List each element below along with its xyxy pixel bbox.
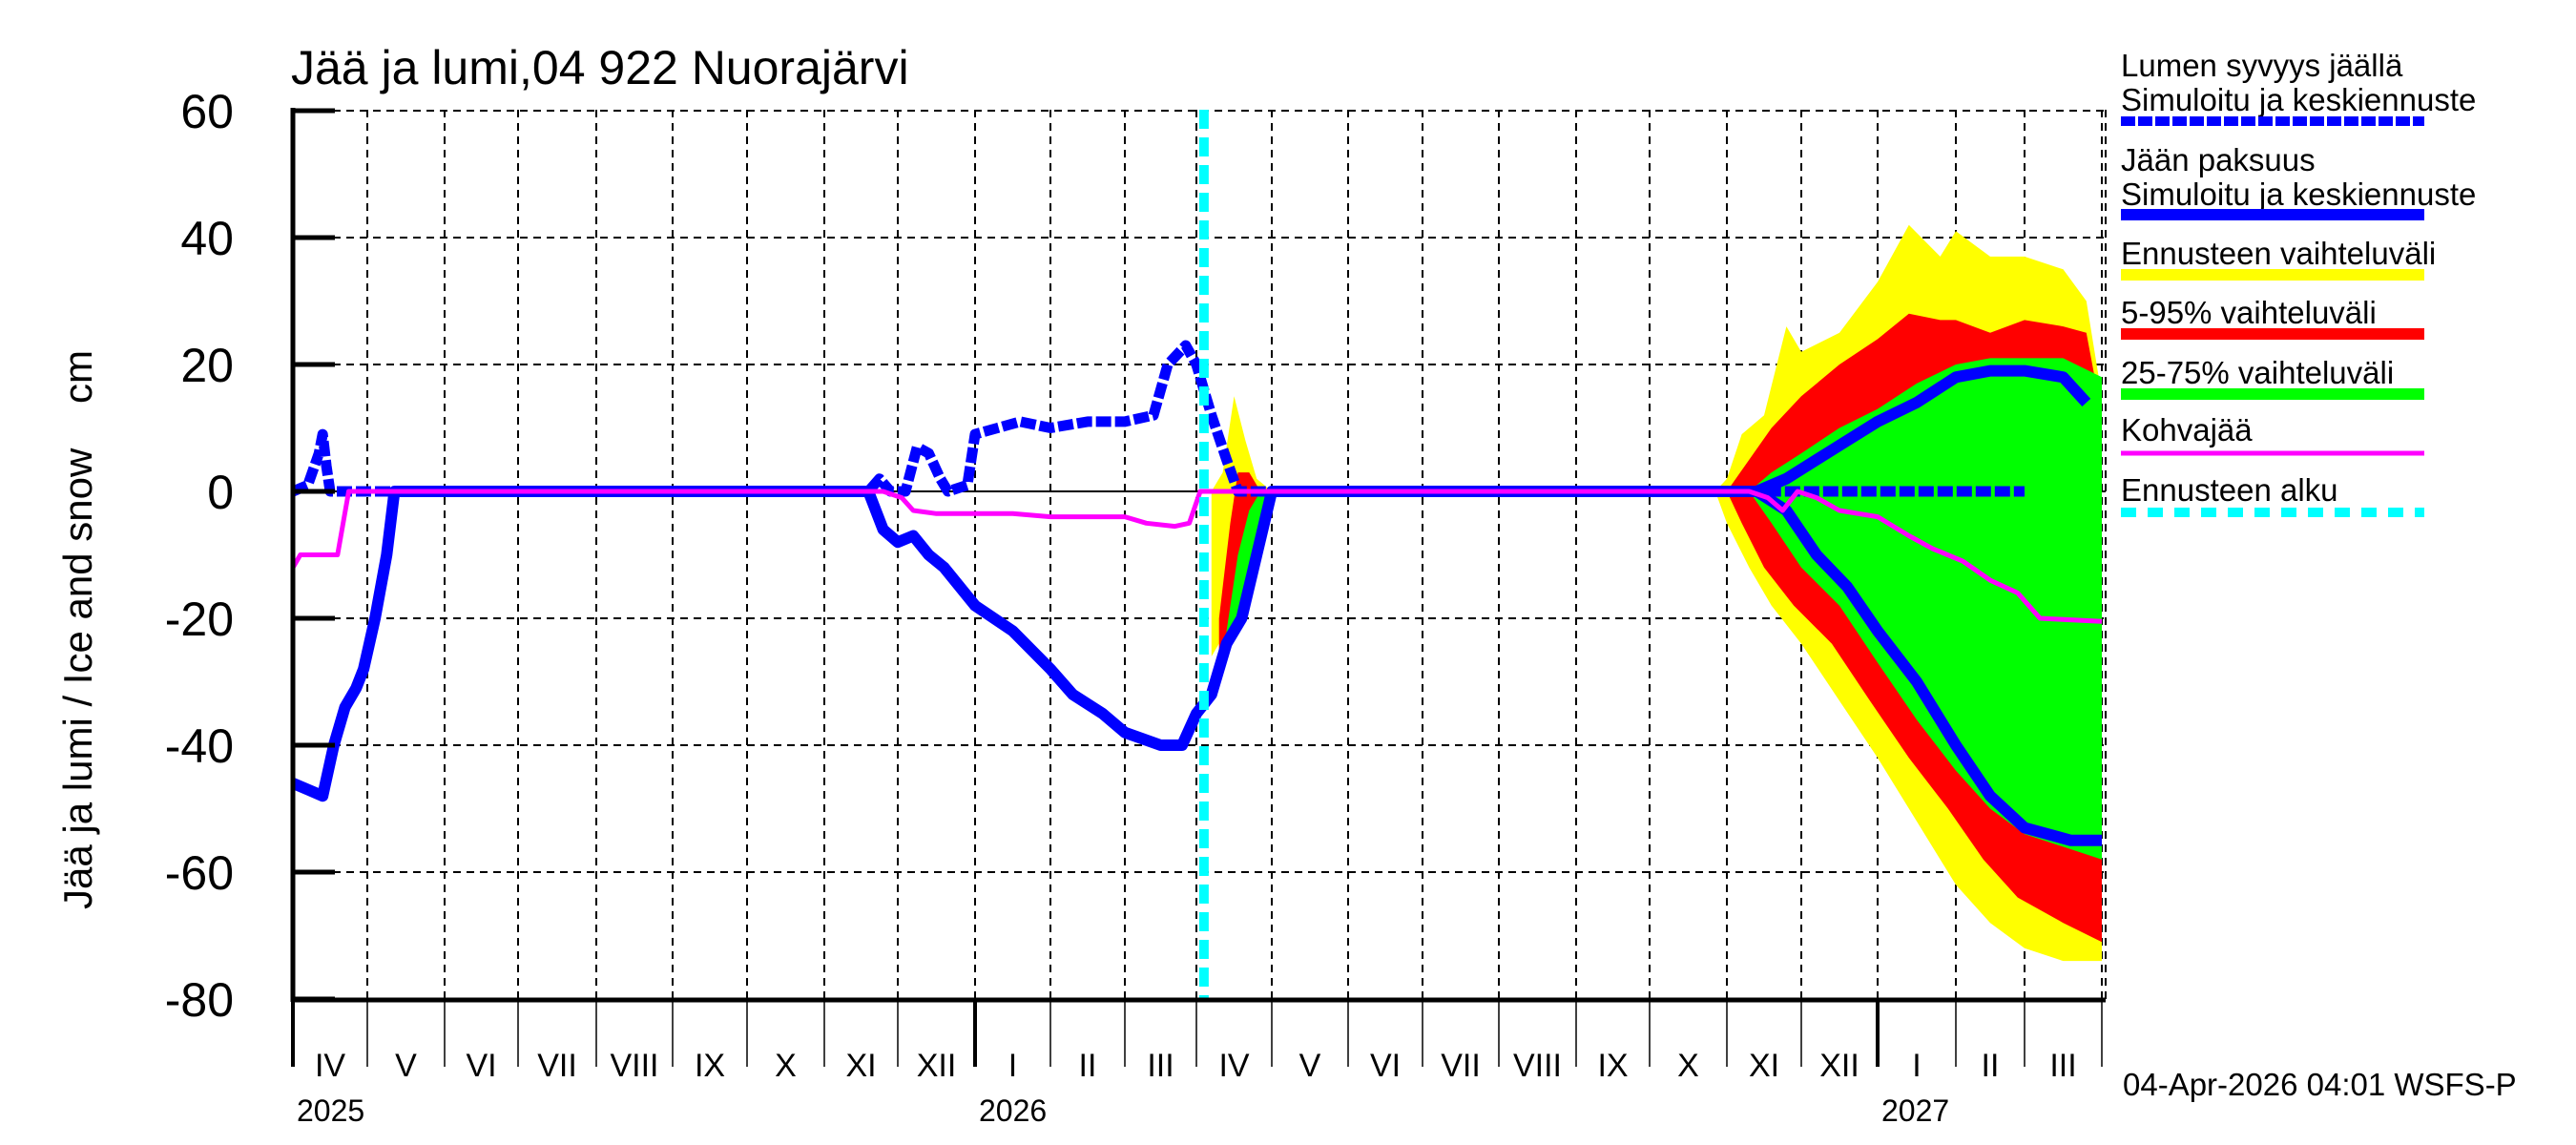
legend-label: 25-75% vaihteluväli [2121,355,2394,390]
month-label: VI [466,1048,496,1084]
month-label: X [1677,1048,1699,1084]
band-00ff00 [1749,358,2102,860]
legend-label: Ennusteen vaihteluväli [2121,236,2436,271]
month-label: III [1147,1048,1174,1084]
month-label: V [1299,1048,1321,1084]
y-tick-label: 0 [207,466,234,519]
month-label: VII [537,1048,577,1084]
month-label: XI [1749,1048,1779,1084]
chart-title: Jää ja lumi,04 922 Nuorajärvi [291,41,909,94]
month-label: VIII [610,1048,658,1084]
month-label: IX [695,1048,725,1084]
year-label: 2026 [979,1093,1047,1128]
month-label: I [1008,1048,1017,1084]
month-label: IV [1218,1048,1249,1084]
series-line [1754,364,2091,497]
legend-label: Lumen syvyys jäällä [2121,48,2403,83]
y-tick-label: -40 [165,719,234,773]
footer-timestamp: 04-Apr-2026 04:01 WSFS-P [2123,1067,2517,1102]
month-label: X [775,1048,797,1084]
legend-label: 5-95% vaihteluväli [2121,295,2377,330]
y-tick-label: 40 [180,212,234,265]
year-label: 2027 [1881,1093,1949,1128]
forecast-bands [1211,224,2102,962]
year-label: 2025 [297,1093,364,1128]
y-tick-label: -20 [165,593,234,646]
y-axis-label: Jää ja lumi / Ice and snow cm [55,350,100,909]
legend-label: Simuloitu ja keskiennuste [2121,82,2476,117]
y-tick-label: 60 [180,85,234,138]
legend-label: Kohvajää [2121,412,2253,448]
month-label: IX [1597,1048,1628,1084]
legend-label: Ennusteen alku [2121,472,2338,508]
y-tick-label: -80 [165,973,234,1027]
axes [290,108,2106,1067]
series-line [290,489,2103,624]
y-tick-label: 20 [180,339,234,392]
series-line [290,340,2025,497]
y-tick-label: -60 [165,846,234,900]
month-label: XI [845,1048,876,1084]
y-tick-labels: 60 40 20 0 -20 -40 -60 -80 [165,85,234,1027]
month-label: VIII [1513,1048,1562,1084]
legend-label: Jään paksuus [2121,142,2316,177]
month-label: VII [1441,1048,1481,1084]
month-label: II [1982,1048,2000,1084]
month-label: IV [315,1048,345,1084]
month-label: V [395,1048,417,1084]
month-label: XII [917,1048,957,1084]
series-lines [290,110,2103,1000]
series-line [290,486,2102,846]
month-label: VI [1370,1048,1401,1084]
month-label: XII [1819,1048,1859,1084]
month-label: III [2049,1048,2076,1084]
month-label: II [1079,1048,1097,1084]
legend-label: Simuloitu ja keskiennuste [2121,177,2476,212]
x-tick-labels: IV V VI VII VIII IX X XI XII I II III IV V VI VII VIII IX… [297,1048,2077,1128]
month-label: I [1912,1048,1921,1084]
